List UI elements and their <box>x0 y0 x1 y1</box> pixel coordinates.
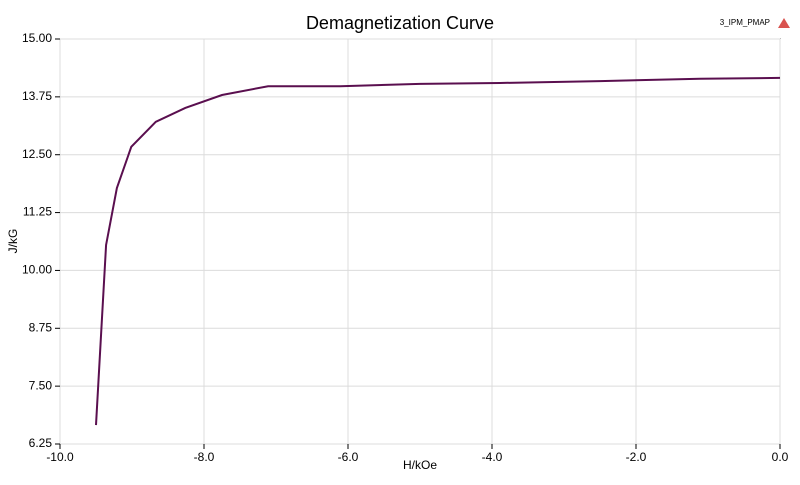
y-tick-label: 15.00 <box>22 31 52 45</box>
y-axis-label: J/kG <box>6 229 20 254</box>
y-tick-label: 10.00 <box>22 263 52 277</box>
chart-title: Demagnetization Curve <box>306 13 494 33</box>
y-tick-label: 12.50 <box>22 147 52 161</box>
x-tick-label: -4.0 <box>482 450 503 464</box>
y-tick-label: 13.75 <box>22 89 52 103</box>
annotation: 3_IPM_PMAP <box>720 18 770 27</box>
plot-frame <box>59 38 781 445</box>
data-line <box>95 76 781 426</box>
x-tick-label: -6.0 <box>338 450 359 464</box>
x-tick-label: 0.0 <box>772 450 789 464</box>
y-tick-label: 7.50 <box>29 378 53 392</box>
y-tick-label: 6.25 <box>29 436 53 450</box>
x-axis-label: H/kOe <box>403 458 437 472</box>
x-tick-label: -8.0 <box>194 450 215 464</box>
y-tick-label: 11.25 <box>23 205 52 219</box>
y-tick-label: 8.75 <box>29 320 53 334</box>
logo-icon <box>778 18 790 28</box>
x-tick-label: -2.0 <box>626 450 647 464</box>
x-tick-label: -10.0 <box>46 450 74 464</box>
